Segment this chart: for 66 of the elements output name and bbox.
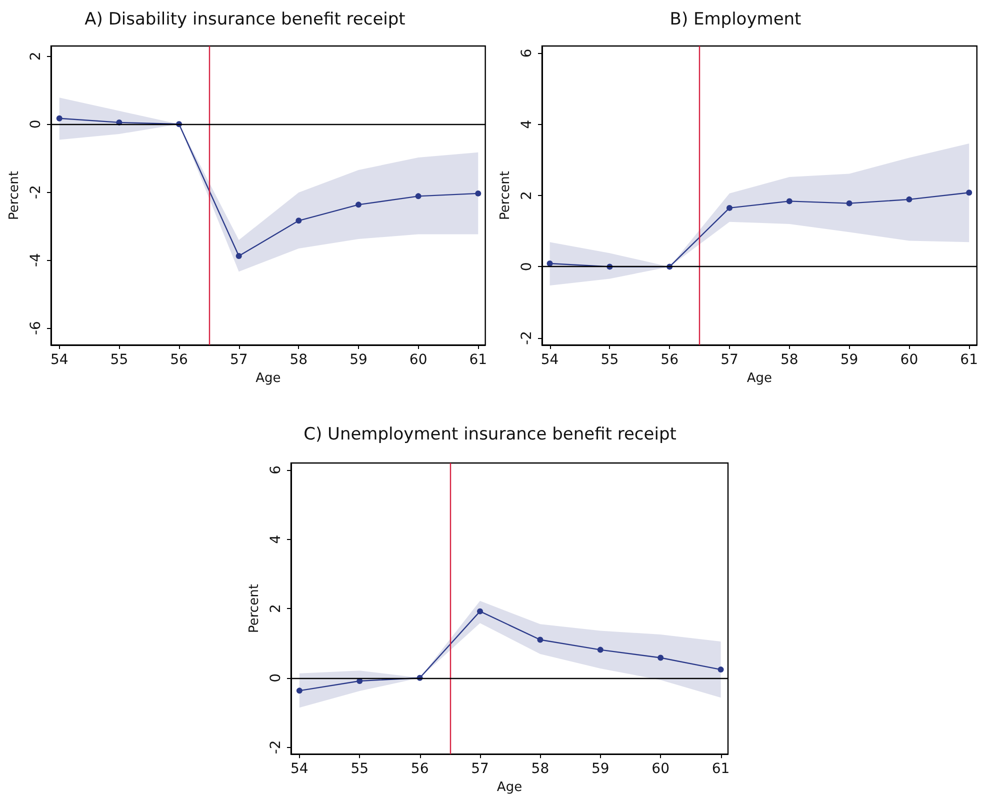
point xyxy=(786,198,792,204)
point xyxy=(477,608,484,614)
point xyxy=(966,190,972,196)
point xyxy=(658,654,664,661)
x-tick-label: 57 xyxy=(720,352,738,368)
y-tick-label: -2 xyxy=(28,185,44,200)
x-axis-title: Age xyxy=(496,780,522,795)
y-tick-label: 4 xyxy=(519,120,535,129)
y-tick-label: 0 xyxy=(519,262,535,272)
y-tick-label: 2 xyxy=(268,604,284,614)
x-tick-label: 58 xyxy=(780,352,798,368)
point xyxy=(726,204,732,211)
x-axis-title: Age xyxy=(256,370,281,386)
point xyxy=(356,202,362,208)
point xyxy=(236,252,242,259)
x-tick-label: 56 xyxy=(170,352,188,368)
point xyxy=(296,688,302,694)
x-tick-label: 58 xyxy=(290,352,308,368)
y-tick-label: 0 xyxy=(28,120,44,129)
x-tick-label: 57 xyxy=(471,761,489,778)
x-tick-label: 59 xyxy=(840,352,858,368)
chart-title: C) Unemployment insurance benefit receipt xyxy=(304,424,677,444)
y-tick-label: 4 xyxy=(268,534,284,544)
y-tick-label: 2 xyxy=(519,191,535,200)
chart-title: B) Employment xyxy=(670,10,802,30)
y-tick-label: 2 xyxy=(28,52,44,61)
point xyxy=(475,190,482,196)
x-tick-label: 59 xyxy=(350,352,368,368)
point xyxy=(718,666,724,673)
x-tick-label: 60 xyxy=(652,761,670,778)
chart-title: A) Disability insurance benefit receipt xyxy=(84,10,406,30)
x-tick-label: 54 xyxy=(290,761,308,778)
y-axis-title: Percent xyxy=(498,171,513,220)
x-tick-label: 56 xyxy=(660,352,679,368)
y-tick-label: -2 xyxy=(519,330,535,345)
y-axis-title: Percent xyxy=(247,584,262,634)
point xyxy=(846,200,852,206)
x-tick-label: 54 xyxy=(50,352,68,368)
x-tick-label: 58 xyxy=(531,761,550,778)
point xyxy=(597,646,604,653)
x-tick-label: 57 xyxy=(230,352,248,368)
point xyxy=(537,636,544,643)
y-tick-label: -6 xyxy=(28,320,44,335)
x-tick-label: 54 xyxy=(540,352,559,368)
y-tick-label: 6 xyxy=(519,48,535,58)
x-tick-label: 61 xyxy=(960,352,978,368)
x-tick-label: 55 xyxy=(600,352,619,368)
y-tick-label: -2 xyxy=(268,740,284,754)
x-tick-label: 56 xyxy=(410,761,429,778)
x-tick-label: 55 xyxy=(350,761,369,778)
x-tick-label: 60 xyxy=(409,352,428,368)
point xyxy=(56,115,62,122)
point xyxy=(546,260,553,266)
x-tick-label: 55 xyxy=(110,352,128,368)
point xyxy=(296,218,302,224)
x-tick-label: 61 xyxy=(469,352,488,368)
y-axis-title: Percent xyxy=(7,171,22,220)
x-axis-title: Age xyxy=(746,370,772,386)
point xyxy=(906,196,912,202)
y-tick-label: 0 xyxy=(268,673,284,682)
x-tick-label: 59 xyxy=(591,761,610,778)
y-tick-label: -4 xyxy=(28,252,44,268)
point xyxy=(415,193,422,200)
y-tick-label: 6 xyxy=(268,465,284,474)
x-tick-label: 61 xyxy=(712,761,730,778)
x-tick-label: 60 xyxy=(900,352,918,368)
